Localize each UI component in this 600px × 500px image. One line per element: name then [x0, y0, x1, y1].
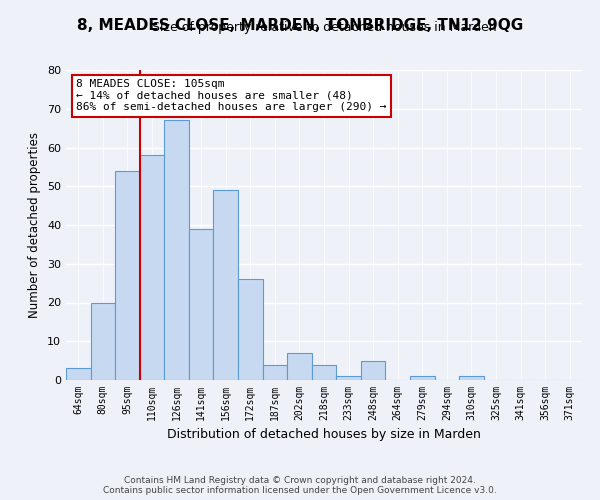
Title: Size of property relative to detached houses in Marden: Size of property relative to detached ho… [152, 21, 496, 34]
Text: Contains HM Land Registry data © Crown copyright and database right 2024.
Contai: Contains HM Land Registry data © Crown c… [103, 476, 497, 495]
Text: 8, MEADES CLOSE, MARDEN, TONBRIDGE, TN12 9QG: 8, MEADES CLOSE, MARDEN, TONBRIDGE, TN12… [77, 18, 523, 32]
Bar [91, 302, 115, 380]
Bar [115, 171, 140, 380]
Text: 8 MEADES CLOSE: 105sqm
← 14% of detached houses are smaller (48)
86% of semi-det: 8 MEADES CLOSE: 105sqm ← 14% of detached… [76, 80, 387, 112]
Bar [140, 155, 164, 380]
Bar [410, 376, 434, 380]
Bar [238, 279, 263, 380]
Bar [287, 353, 312, 380]
Bar [164, 120, 189, 380]
Bar [189, 229, 214, 380]
Bar [214, 190, 238, 380]
Bar [263, 364, 287, 380]
Bar [336, 376, 361, 380]
X-axis label: Distribution of detached houses by size in Marden: Distribution of detached houses by size … [167, 428, 481, 442]
Y-axis label: Number of detached properties: Number of detached properties [28, 132, 41, 318]
Bar [361, 360, 385, 380]
Bar [459, 376, 484, 380]
Bar [66, 368, 91, 380]
Bar [312, 364, 336, 380]
